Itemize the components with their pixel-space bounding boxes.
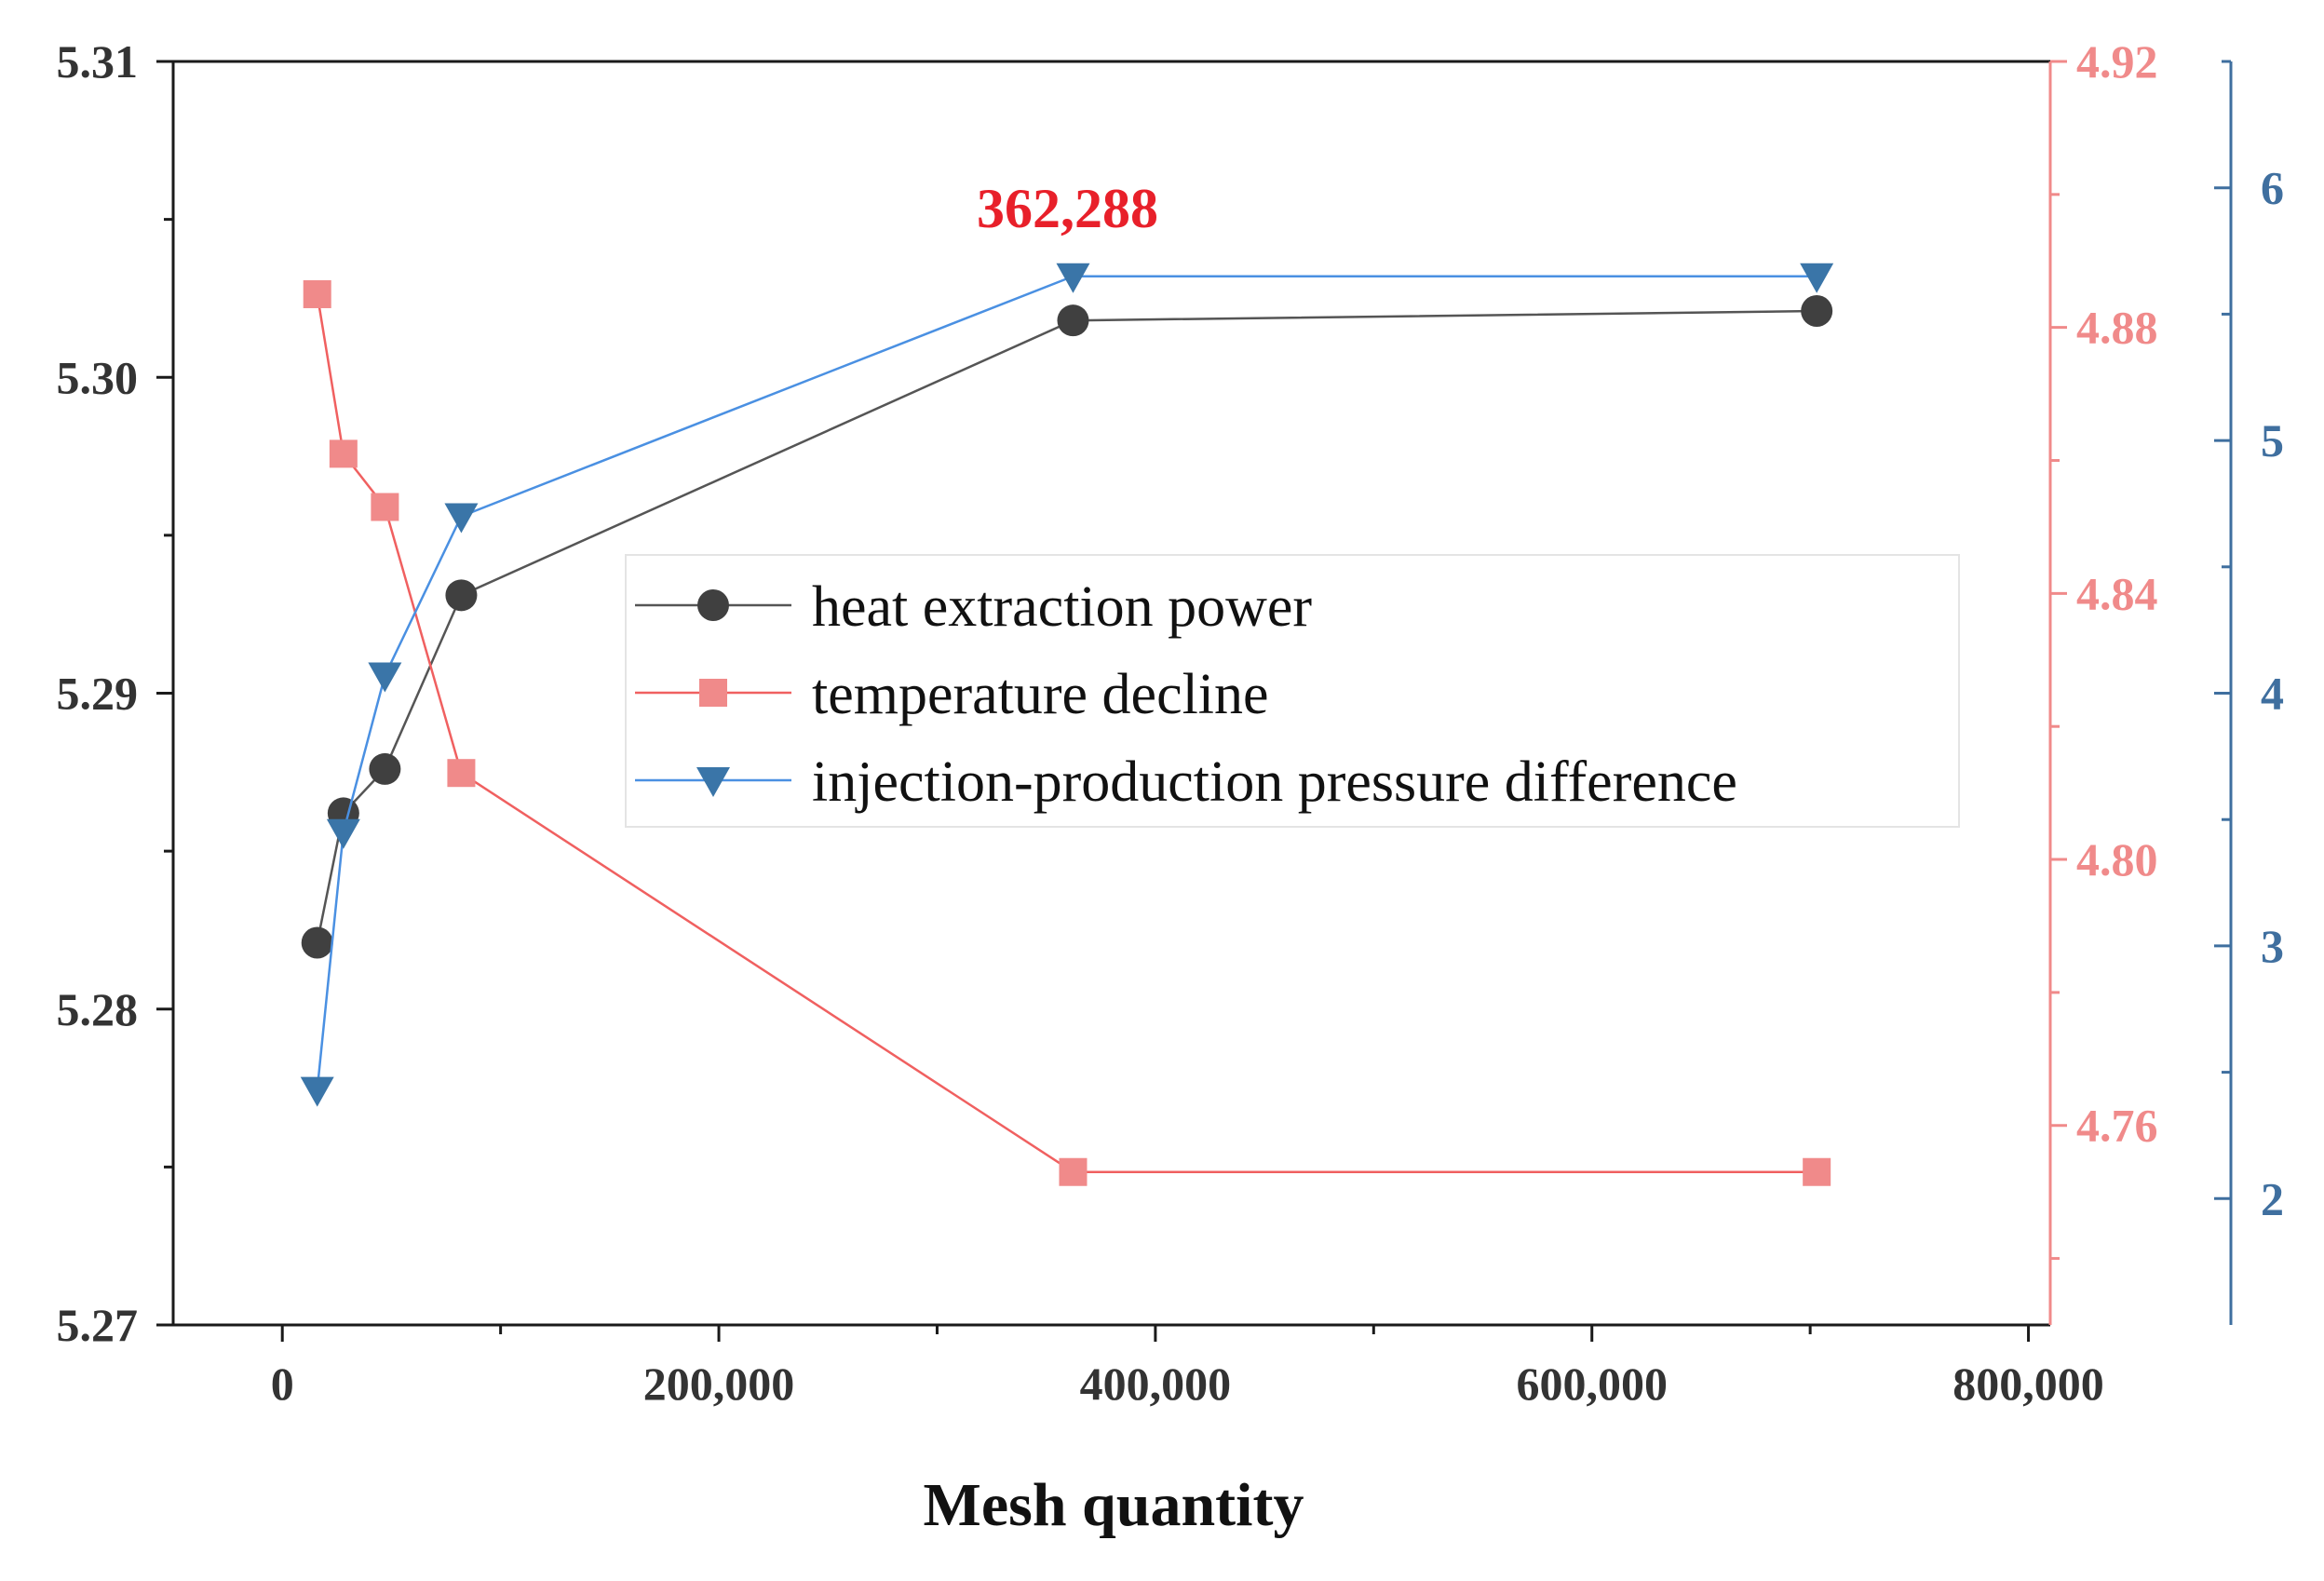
left-tick-label: 5.28	[57, 983, 139, 1035]
legend-label-temp: temperature decline	[812, 663, 1269, 726]
data-point-pressure	[444, 503, 479, 534]
legend-label-pressure: injection-production pressure difference	[812, 750, 1737, 814]
x-tick-label: 400,000	[1080, 1358, 1232, 1410]
left-tick-label: 5.30	[57, 351, 139, 403]
annotation-label: 362,288	[977, 178, 1158, 239]
data-point-temp	[1059, 1157, 1088, 1186]
data-point-pressure	[1800, 263, 1834, 293]
legend-marker-temp	[699, 679, 727, 707]
data-point-temp	[447, 759, 476, 788]
data-point-temp	[303, 279, 331, 308]
data-point-heat	[369, 752, 401, 785]
x-tick-label: 800,000	[1952, 1358, 2104, 1410]
right1-tick-label: 4.80	[2076, 833, 2158, 885]
right1-tick-label: 4.88	[2076, 302, 2158, 354]
x-axis-title: Mesh quantity	[924, 1471, 1304, 1539]
right2-tick-label: 4	[2261, 668, 2284, 720]
data-point-pressure	[368, 662, 402, 693]
axes-layer: 0 200,000 400,000 600,000 800,000 5.27 5.28 5.2…	[57, 35, 2285, 1410]
legend-label-heat: heat extraction power	[812, 575, 1312, 639]
data-point-temp	[329, 439, 358, 468]
legend-marker-heat	[697, 589, 729, 621]
data-point-temp	[371, 493, 399, 521]
x-tick-label: 0	[271, 1358, 294, 1410]
legend: heat extraction power temperature declin…	[625, 554, 1960, 828]
left-tick-label: 5.31	[57, 35, 139, 88]
legend-box	[625, 554, 1960, 828]
series-line-1	[316, 293, 1817, 1173]
data-point-heat	[301, 926, 333, 959]
right1-tick-label: 4.84	[2076, 567, 2158, 619]
data-point-pressure	[300, 1076, 334, 1107]
x-tick-label: 600,000	[1516, 1358, 1668, 1410]
left-tick-label: 5.29	[57, 668, 139, 720]
left-tick-label: 5.27	[57, 1299, 139, 1351]
right1-tick-label: 4.92	[2076, 35, 2158, 88]
right2-tick-label: 3	[2261, 920, 2284, 972]
right1-tick-label: 4.76	[2076, 1100, 2158, 1152]
data-point-heat	[1057, 304, 1089, 337]
right2-tick-label: 5	[2261, 414, 2284, 466]
right2-tick-label: 6	[2261, 162, 2284, 214]
series-layer	[300, 263, 1834, 1186]
data-point-temp	[1803, 1157, 1831, 1186]
right2-tick-label: 2	[2261, 1172, 2284, 1224]
x-tick-label: 200,000	[643, 1358, 795, 1410]
data-point-pressure	[1056, 263, 1090, 293]
legend-marker-pressure	[696, 767, 730, 797]
data-point-heat	[1801, 295, 1833, 328]
series-line-2	[316, 275, 1817, 1090]
data-point-heat	[445, 579, 478, 612]
data-point-pressure	[326, 818, 360, 849]
